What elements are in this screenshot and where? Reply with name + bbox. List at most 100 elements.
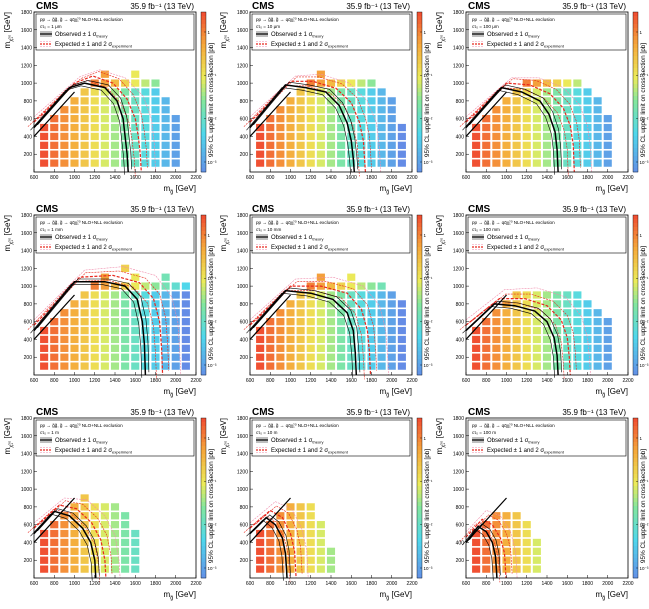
- colorbar-segment: [633, 215, 638, 220]
- y-axis-title: mχ̃₁⁰ [GeV]: [219, 12, 230, 48]
- colorbar-segment: [417, 132, 422, 137]
- heat-cell: [151, 159, 160, 167]
- colorbar-segment: [201, 490, 206, 495]
- heat-cell: [573, 88, 582, 96]
- heat-cell: [40, 150, 49, 158]
- colorbar-tick-label: 10⁻¹: [424, 276, 433, 281]
- colorbar-segment: [201, 88, 206, 93]
- legend: pp → g̃g̃, g̃ → qq̄χ̃₁⁰ NLO+NLL exclusio…: [251, 419, 411, 457]
- heat-cell: [357, 141, 366, 149]
- heat-cell: [40, 159, 49, 167]
- colorbar-segment: [633, 542, 638, 547]
- heat-cell: [522, 344, 531, 352]
- heat-cell: [131, 291, 140, 299]
- y-tick-label: 1600: [237, 231, 248, 237]
- heat-cell: [316, 318, 325, 326]
- x-tick-label: 1000: [69, 175, 80, 181]
- heat-cell: [367, 79, 376, 87]
- heat-cell: [161, 97, 170, 105]
- heat-cell: [266, 123, 275, 132]
- kinematic-boundary: [465, 91, 507, 137]
- legend-expected-label: Expected ± 1 and 2 σexperiment: [55, 245, 133, 252]
- colorbar-segment: [417, 514, 422, 519]
- y-tick-label: 1200: [453, 266, 464, 272]
- colorbar-segment: [201, 108, 206, 113]
- heat-cell: [110, 538, 120, 547]
- heat-cell: [357, 132, 366, 141]
- colorbar-segment: [417, 450, 422, 455]
- heat-cell: [326, 282, 336, 290]
- heat-cell: [141, 282, 150, 290]
- heat-cell: [347, 353, 356, 361]
- heat-cell: [151, 335, 160, 344]
- heat-cell: [50, 159, 59, 167]
- colorbar-segment: [417, 434, 422, 439]
- heat-cell: [397, 141, 406, 149]
- colorbar-segment: [633, 231, 638, 236]
- heat-cell: [90, 309, 99, 317]
- heat-cell: [492, 159, 501, 167]
- heat-cell: [121, 344, 130, 352]
- colorbar-segment: [633, 263, 638, 268]
- colorbar-segment: [633, 323, 638, 328]
- x-tick-label: 2200: [190, 581, 201, 587]
- colorbar-segment: [417, 96, 422, 101]
- legend-observed-label: Observed ± 1 σtheory: [487, 32, 539, 39]
- heat-cell: [131, 326, 140, 335]
- heat-cell: [70, 132, 79, 141]
- heat-cell: [583, 344, 592, 352]
- heat-cell: [276, 556, 285, 564]
- colorbar-segment: [417, 335, 422, 340]
- heat-cell: [151, 79, 160, 87]
- heat-cell: [121, 291, 130, 299]
- colorbar-segment: [633, 132, 638, 137]
- colorbar-segment: [201, 522, 206, 527]
- colorbar-segment: [417, 148, 422, 153]
- colorbar-segment: [633, 454, 638, 459]
- y-tick-label: 1400: [453, 46, 464, 52]
- colorbar-segment: [417, 422, 422, 427]
- colorbar-tick-label: 1: [424, 233, 427, 238]
- heat-cell: [181, 291, 190, 299]
- expected-limit-curve: [33, 75, 142, 173]
- heat-cell: [377, 150, 386, 158]
- colorbar-segment: [633, 40, 638, 45]
- heat-cell: [512, 353, 521, 361]
- colorbar-segment: [633, 287, 638, 292]
- colorbar-segment: [633, 24, 638, 29]
- legend-box: [35, 419, 195, 457]
- colorbar-segment: [633, 319, 638, 324]
- heat-cell: [603, 115, 612, 123]
- heat-cell: [121, 318, 130, 326]
- heat-cell: [522, 335, 531, 344]
- heat-cell: [337, 141, 346, 149]
- colorbar-segment: [201, 426, 206, 431]
- colorbar-segment: [201, 371, 206, 376]
- heat-cell: [276, 159, 285, 167]
- heat-cell: [70, 512, 79, 520]
- expected-1sigma-up: [39, 500, 113, 574]
- heat-cell: [512, 97, 521, 105]
- heat-cell: [131, 565, 140, 573]
- heat-cell: [296, 556, 305, 564]
- heat-cell: [522, 79, 531, 87]
- heat-cell: [542, 150, 552, 158]
- colorbar-segment: [633, 168, 638, 173]
- legend: pp → g̃g̃, g̃ → qq̄χ̃₁⁰ NLO+NLL exclusio…: [467, 13, 627, 51]
- heat-cell: [593, 335, 602, 344]
- heat-cell: [472, 150, 481, 158]
- colorbar-segment: [633, 60, 638, 65]
- colorbar-segment: [633, 438, 638, 443]
- colorbar-segment: [201, 335, 206, 340]
- heat-cell: [326, 556, 336, 564]
- heat-cell: [286, 565, 295, 573]
- heat-cell: [593, 115, 602, 123]
- x-tick-label: 1200: [305, 378, 316, 384]
- heat-cell: [502, 106, 511, 114]
- heat-cell: [326, 88, 336, 96]
- heat-cell: [40, 141, 49, 149]
- y-tick-label: 600: [24, 523, 33, 529]
- heat-cell: [573, 318, 582, 326]
- heat-cell: [512, 309, 521, 317]
- heat-cell: [326, 123, 336, 132]
